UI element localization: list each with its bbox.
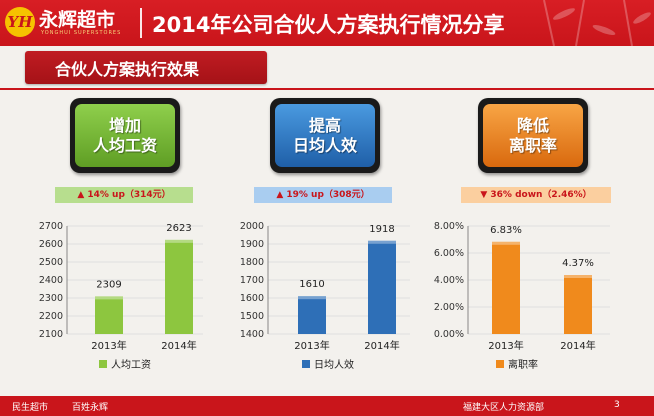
logo-mark: YH xyxy=(5,7,35,37)
bar-highlight xyxy=(165,239,193,243)
bar-highlight xyxy=(564,275,592,279)
legend-label: 人均工资 xyxy=(111,359,151,371)
up-arrow-icon: ▲ xyxy=(77,190,85,200)
x-tick-label: 2013年 xyxy=(488,339,523,352)
turnover-card-face: 降低 离职率 xyxy=(483,104,583,167)
value-label: 2623 xyxy=(166,223,191,234)
y-tick-label: 2500 xyxy=(39,257,63,268)
y-tick-label: 6.00% xyxy=(434,248,464,259)
legend-label: 日均人效 xyxy=(314,358,354,371)
header-divider xyxy=(140,8,142,38)
x-tick-label: 2013年 xyxy=(294,339,329,352)
salary-card-line1: 增加 xyxy=(108,116,141,135)
bar-highlight xyxy=(368,240,396,244)
legend-swatch xyxy=(302,360,310,368)
y-tick-label: 2600 xyxy=(39,239,63,250)
efficiency-change-text: 19% up（308元） xyxy=(286,190,370,200)
efficiency-card: 提高 日均人效 xyxy=(270,98,380,173)
bar-1 xyxy=(368,240,396,334)
efficiency-chart: 1400 1500 1600 1700 1800 1900 2000 1610 2013年 191… xyxy=(240,221,410,371)
footer-bar: 民生超市 百姓永辉 福建大区人力资源部 3 xyxy=(0,396,654,416)
y-tick-label: 8.00% xyxy=(434,221,464,232)
turnover-card: 降低 离职率 xyxy=(478,98,588,173)
logo-subtitle: YONGHUI SUPERSTORES xyxy=(41,30,122,36)
logo-name: 永辉超市 xyxy=(39,9,116,31)
y-tick-label: 1500 xyxy=(240,311,264,322)
x-tick-label: 2014年 xyxy=(560,339,595,352)
salary-card: 增加 人均工资 xyxy=(70,98,180,173)
bar-highlight xyxy=(492,241,520,245)
y-tick-label: 2300 xyxy=(39,293,63,304)
legend-swatch xyxy=(99,360,107,368)
bar-1 xyxy=(564,275,592,334)
y-tick-label: 2400 xyxy=(39,275,63,286)
y-tick-label: 2200 xyxy=(39,311,63,322)
x-tick-label: 2014年 xyxy=(161,339,196,352)
page-number: 3 xyxy=(614,400,620,410)
salary-chart: 2100 2200 2300 2400 2500 2600 2700 2309 2013年 262… xyxy=(39,221,203,371)
y-tick-label: 2700 xyxy=(39,221,63,232)
y-tick-label: 2000 xyxy=(240,221,264,232)
salary-card-face: 增加 人均工资 xyxy=(75,104,175,167)
bar-0 xyxy=(95,296,123,334)
up-arrow-icon: ▲ xyxy=(276,190,284,200)
x-tick-label: 2013年 xyxy=(91,339,126,352)
legend-swatch xyxy=(496,360,504,368)
y-tick-label: 2.00% xyxy=(434,302,464,313)
bar-0 xyxy=(298,296,326,334)
bamboo-decoration-icon xyxy=(543,0,651,46)
value-label: 6.83% xyxy=(490,225,522,236)
efficiency-card-line2: 日均人效 xyxy=(292,136,357,155)
turnover-chart: 0.00% 2.00% 4.00% 6.00% 8.00% 6.83% 2013年 4.37%… xyxy=(434,221,610,371)
y-tick-label: 1900 xyxy=(240,239,264,250)
footer-slogan-2: 百姓永辉 xyxy=(72,403,109,413)
efficiency-card-face: 提高 日均人效 xyxy=(275,104,375,167)
bar-0 xyxy=(492,241,520,334)
salary-change-badge: ▲ 14% up（314元） xyxy=(55,187,193,203)
y-tick-label: 4.00% xyxy=(434,275,464,286)
page-title: 2014年公司合伙人方案执行情况分享 xyxy=(152,13,505,37)
header-bar: YH 永辉超市 YONGHUI SUPERSTORES 2014年公司合伙人方案… xyxy=(0,0,654,46)
x-tick-label: 2014年 xyxy=(364,339,399,352)
value-label: 1610 xyxy=(299,279,324,290)
legend-label: 离职率 xyxy=(508,358,538,371)
bar-highlight xyxy=(298,296,326,300)
turnover-change-badge: ▼ 36% down（2.46%） xyxy=(461,187,611,203)
turnover-change-text: 36% down（2.46%） xyxy=(490,190,592,200)
efficiency-card-line1: 提高 xyxy=(308,116,341,135)
efficiency-change-badge: ▲ 19% up（308元） xyxy=(254,187,392,203)
company-logo: YH 永辉超市 YONGHUI SUPERSTORES xyxy=(5,5,135,41)
y-tick-label: 1700 xyxy=(240,275,264,286)
value-label: 2309 xyxy=(96,279,121,290)
salary-card-line2: 人均工资 xyxy=(92,136,157,155)
salary-change-text: 14% up（314元） xyxy=(87,190,171,200)
y-tick-label: 2100 xyxy=(39,329,63,340)
footer-slogan-1: 民生超市 xyxy=(12,403,49,413)
y-tick-label: 1800 xyxy=(240,257,264,268)
y-tick-label: 1600 xyxy=(240,293,264,304)
y-tick-label: 0.00% xyxy=(434,329,464,340)
turnover-card-line1: 降低 xyxy=(516,116,549,135)
y-tick-label: 1400 xyxy=(240,329,264,340)
footer-department: 福建大区人力资源部 xyxy=(463,403,545,413)
value-label: 4.37% xyxy=(562,258,594,269)
value-label: 1918 xyxy=(369,224,394,235)
bar-1 xyxy=(165,239,193,334)
bar-highlight xyxy=(95,296,123,300)
section-title-tab: 合伙人方案执行效果 xyxy=(25,51,267,84)
section-title: 合伙人方案执行效果 xyxy=(55,60,200,79)
turnover-card-line2: 离职率 xyxy=(508,136,557,155)
section-divider xyxy=(0,88,654,90)
down-arrow-icon: ▼ xyxy=(480,190,488,200)
